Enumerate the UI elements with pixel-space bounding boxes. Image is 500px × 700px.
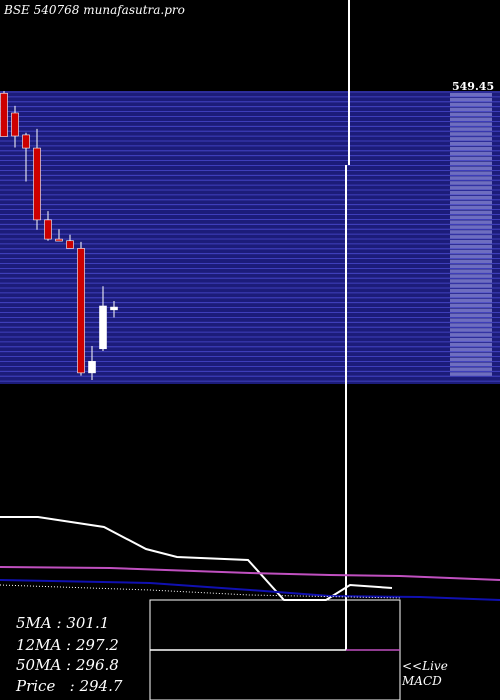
price-axis-label-stack xyxy=(450,338,492,342)
price-axis-label-stack xyxy=(450,186,492,190)
price-axis-label-stack xyxy=(450,220,492,224)
price-axis-label-stack xyxy=(450,372,492,376)
price-axis-label-stack xyxy=(450,279,492,283)
price-axis-label-stack xyxy=(450,156,492,161)
ma50-label: 50MA : 296.8 xyxy=(16,656,119,674)
price-axis-label-stack xyxy=(450,142,492,146)
live-link[interactable]: <<Live xyxy=(402,659,448,673)
price-axis-label-stack xyxy=(450,308,492,313)
candle-body xyxy=(33,147,41,221)
price-axis-label-stack xyxy=(450,166,492,170)
price-axis-label-stack xyxy=(450,191,492,195)
price-axis-label-stack xyxy=(450,117,492,121)
price-axis-top-label: 549.45 xyxy=(452,80,494,93)
price-axis-label-stack xyxy=(450,151,492,156)
ma5-line xyxy=(0,516,393,601)
candle-body xyxy=(55,238,63,242)
candle-body xyxy=(11,112,19,137)
price-axis-label-stack xyxy=(450,195,492,200)
price-axis-labels: 549.45 xyxy=(450,80,494,376)
price-axis-label-stack xyxy=(450,215,492,219)
price-axis-label-stack xyxy=(450,313,492,317)
price-axis-label-stack xyxy=(450,259,492,264)
price-axis-label-stack xyxy=(450,333,492,337)
price-axis-label-stack xyxy=(450,112,492,117)
candle-body xyxy=(88,361,96,374)
price-band xyxy=(0,91,500,384)
price-axis-label-stack xyxy=(450,205,492,210)
ma12-label: 12MA : 297.2 xyxy=(16,636,119,654)
ma12-line xyxy=(0,566,500,581)
price-axis-label-stack xyxy=(450,146,492,151)
price-axis-label-stack xyxy=(450,240,492,244)
price-axis-label-stack xyxy=(450,289,492,293)
macd-label: MACD xyxy=(402,674,442,688)
price-axis-label-stack xyxy=(450,171,492,175)
candle-body xyxy=(66,240,74,249)
price-axis-label-stack xyxy=(450,284,492,288)
price-axis-label-stack xyxy=(450,230,492,234)
candle-body xyxy=(44,219,52,240)
price-axis-label-stack xyxy=(450,102,492,107)
price-axis-label-stack xyxy=(450,367,492,371)
ma50-line xyxy=(0,579,500,601)
price-axis-label-stack xyxy=(450,137,492,141)
watermark: BSE 540768 munafasutra.pro xyxy=(4,3,185,17)
price-axis-label-stack xyxy=(450,269,492,273)
price-axis-label-stack xyxy=(450,181,492,185)
candle-body xyxy=(22,134,30,149)
price-axis-label-stack xyxy=(450,254,492,259)
price-axis-label-stack xyxy=(450,352,492,357)
price-label: Price : 294.7 xyxy=(16,677,123,695)
price-axis-label-stack xyxy=(450,264,492,268)
price-axis-label-stack xyxy=(450,122,492,126)
price-axis-label-stack xyxy=(450,323,492,327)
price-axis-label-stack xyxy=(450,244,492,249)
price-axis-label-stack xyxy=(450,235,492,239)
price-axis-label-stack xyxy=(450,176,492,180)
price-axis-label-stack xyxy=(450,161,492,166)
price-axis-label-stack xyxy=(450,274,492,278)
price-axis-label-stack xyxy=(450,328,492,332)
price-dotted-line xyxy=(0,584,401,599)
price-axis-label-stack xyxy=(450,357,492,362)
price-axis-label-stack xyxy=(450,347,492,352)
price-axis-label-stack xyxy=(450,127,492,131)
price-axis-label-stack xyxy=(450,249,492,254)
price-axis-label-stack xyxy=(450,293,492,298)
price-axis-label-stack xyxy=(450,97,492,102)
candle-body xyxy=(0,92,8,137)
price-axis-label-stack xyxy=(450,93,492,97)
price-axis-label-stack xyxy=(450,132,492,136)
price-axis-label-stack xyxy=(450,342,492,347)
candle-body xyxy=(110,306,118,311)
price-axis-label-stack xyxy=(450,318,492,322)
price-axis-label-stack xyxy=(450,298,492,303)
candles xyxy=(0,91,118,380)
price-axis-label-stack xyxy=(450,362,492,366)
price-axis-label-stack xyxy=(450,225,492,229)
price-axis-label-stack xyxy=(450,107,492,112)
candle-body xyxy=(99,305,107,350)
price-axis-label-stack xyxy=(450,210,492,215)
price-axis-label-stack xyxy=(450,200,492,205)
candle-body xyxy=(77,248,85,374)
price-axis-label-stack xyxy=(450,303,492,308)
ma5-label: 5MA : 301.1 xyxy=(16,614,110,632)
